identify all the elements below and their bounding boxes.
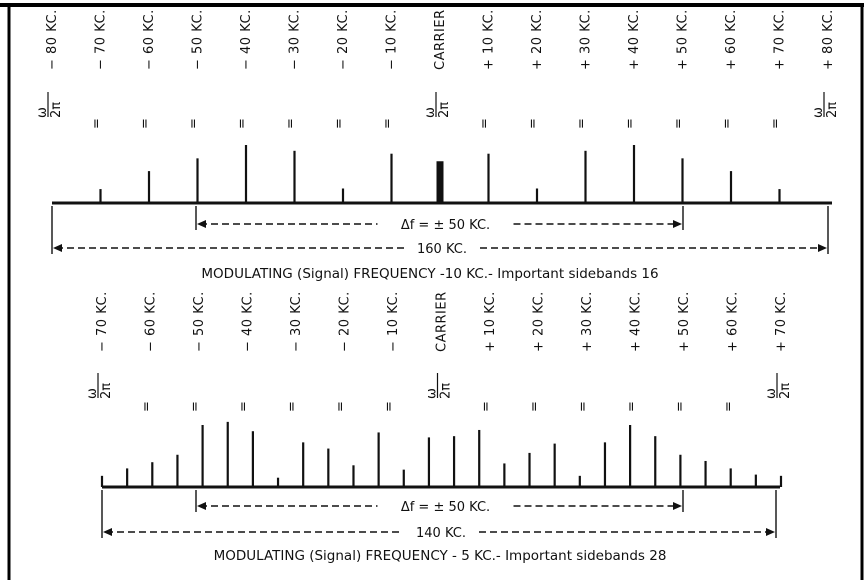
ditto-mark: = bbox=[526, 118, 541, 129]
freq-label: + 40 KC. bbox=[627, 9, 642, 70]
arrowhead-left bbox=[197, 220, 206, 228]
arrowhead-left bbox=[53, 244, 62, 252]
ditto-mark: = bbox=[187, 118, 202, 129]
ditto-mark: = bbox=[576, 401, 591, 412]
arrowhead-right bbox=[673, 220, 682, 228]
arrowhead-right bbox=[818, 244, 827, 252]
ditto-mark: = bbox=[625, 401, 640, 412]
freq-label: − 70 KC. bbox=[95, 291, 110, 352]
freq-label: + 80 KC. bbox=[821, 9, 836, 70]
freq-label: + 30 KC. bbox=[580, 291, 595, 352]
freq-label: − 60 KC. bbox=[142, 9, 157, 70]
carrier-label: CARRIER bbox=[435, 291, 450, 352]
ditto-mark: = bbox=[381, 118, 396, 129]
omega-symbol: ω bbox=[764, 388, 779, 399]
two-pi-symbol: 2π bbox=[99, 383, 114, 399]
freq-label: + 70 KC. bbox=[774, 291, 789, 352]
arrowhead-right bbox=[673, 502, 682, 510]
freq-label: − 10 KC. bbox=[385, 9, 400, 70]
bandwidth-label: 140 KC. bbox=[416, 526, 466, 541]
two-pi-symbol: 2π bbox=[825, 102, 840, 118]
freq-label: + 70 KC. bbox=[773, 9, 788, 70]
freq-label: − 30 KC. bbox=[288, 9, 303, 70]
freq-label: + 40 KC. bbox=[629, 291, 644, 352]
freq-label: − 30 KC. bbox=[289, 291, 304, 352]
freq-label: + 60 KC. bbox=[726, 291, 741, 352]
omega-symbol: ω bbox=[85, 388, 100, 399]
omega-symbol: ω bbox=[811, 107, 826, 118]
panel-caption: MODULATING (Signal) FREQUENCY - 5 KC.- I… bbox=[214, 548, 667, 564]
freq-label: − 50 KC. bbox=[192, 291, 207, 352]
freq-label: − 10 KC. bbox=[386, 291, 401, 352]
freq-label: + 50 KC. bbox=[677, 291, 692, 352]
ditto-mark: = bbox=[284, 118, 299, 129]
ditto-mark: = bbox=[334, 401, 349, 412]
freq-label: + 50 KC. bbox=[676, 9, 691, 70]
deviation-label: Δf = ± 50 KC. bbox=[401, 500, 490, 515]
ditto-mark: = bbox=[720, 118, 735, 129]
arrowhead-left bbox=[197, 502, 206, 510]
freq-label: − 80 KC. bbox=[45, 9, 60, 70]
ditto-mark: = bbox=[479, 401, 494, 412]
freq-label: + 20 KC. bbox=[532, 291, 547, 352]
ditto-mark: = bbox=[528, 401, 543, 412]
two-pi-symbol: 2π bbox=[437, 102, 452, 118]
freq-label: − 50 KC. bbox=[191, 9, 206, 70]
ditto-mark: = bbox=[188, 401, 203, 412]
arrowhead-left bbox=[103, 528, 112, 536]
ditto-mark: = bbox=[623, 118, 638, 129]
ditto-mark: = bbox=[722, 401, 737, 412]
ditto-mark: = bbox=[90, 118, 105, 129]
ditto-mark: = bbox=[235, 118, 250, 129]
omega-symbol: ω bbox=[423, 107, 438, 118]
ditto-mark: = bbox=[575, 118, 590, 129]
panel-caption: MODULATING (Signal) FREQUENCY -10 KC.- I… bbox=[201, 266, 658, 282]
deviation-label: Δf = ± 50 KC. bbox=[401, 218, 490, 233]
omega-symbol: ω bbox=[425, 388, 440, 399]
freq-label: + 20 KC. bbox=[530, 9, 545, 70]
arrowhead-right bbox=[766, 528, 775, 536]
freq-label: + 10 KC. bbox=[482, 9, 497, 70]
omega-symbol: ω bbox=[35, 107, 50, 118]
freq-label: − 20 KC. bbox=[338, 291, 353, 352]
freq-label: − 20 KC. bbox=[336, 9, 351, 70]
ditto-mark: = bbox=[285, 401, 300, 412]
panel-5kc: − 70 KC.ω 2π− 60 KC.=− 50 KC.=− 40 KC.=− … bbox=[85, 291, 793, 564]
bandwidth-label: 160 KC. bbox=[417, 242, 467, 257]
two-pi-symbol: 2π bbox=[49, 102, 64, 118]
ditto-mark: = bbox=[237, 401, 252, 412]
freq-label: − 70 KC. bbox=[94, 9, 109, 70]
freq-label: + 60 KC. bbox=[724, 9, 739, 70]
ditto-mark: = bbox=[673, 401, 688, 412]
freq-label: + 10 KC. bbox=[483, 291, 498, 352]
ditto-mark: = bbox=[382, 401, 397, 412]
panel-10kc: − 80 KC.ω 2π− 70 KC.=− 60 KC.=− 50 KC.=− … bbox=[35, 9, 840, 282]
ditto-mark: = bbox=[140, 401, 155, 412]
ditto-mark: = bbox=[478, 118, 493, 129]
ditto-mark: = bbox=[672, 118, 687, 129]
freq-label: − 60 KC. bbox=[144, 291, 159, 352]
ditto-mark: = bbox=[138, 118, 153, 129]
freq-label: + 30 KC. bbox=[579, 9, 594, 70]
freq-label: − 40 KC. bbox=[239, 9, 254, 70]
ditto-mark: = bbox=[332, 118, 347, 129]
two-pi-symbol: 2π bbox=[778, 383, 793, 399]
freq-label: − 40 KC. bbox=[241, 291, 256, 352]
ditto-mark: = bbox=[769, 118, 784, 129]
two-pi-symbol: 2π bbox=[439, 383, 454, 399]
carrier-label: CARRIER bbox=[433, 9, 448, 70]
